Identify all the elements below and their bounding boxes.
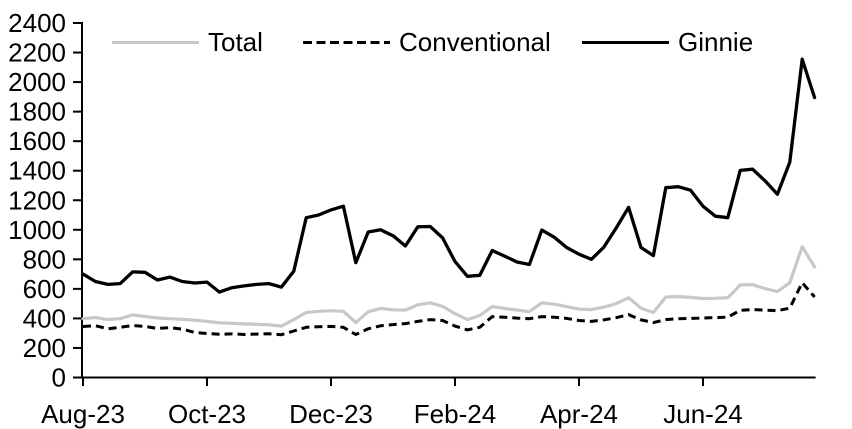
x-tick-label: Feb-24 [414,399,496,429]
y-tick-label: 400 [23,303,66,333]
x-tick-label: Oct-23 [168,399,246,429]
y-tick-label: 2400 [8,8,66,38]
total-line-swatch [112,41,199,44]
y-tick-label: 1000 [8,215,66,245]
y-tick-label: 0 [52,363,66,393]
y-tick-label: 600 [23,274,66,304]
y-tick-label: 1200 [8,185,66,215]
y-tick-label: 200 [23,333,66,363]
x-tick-label: Aug-23 [41,399,125,429]
ginnie-series-line [81,57,817,294]
legend-label-total: Total [208,27,263,57]
legend: Total Conventional Ginnie [0,0,852,58]
legend-label-conventional: Conventional [399,27,551,57]
y-tick-label: 1400 [8,156,66,186]
x-tick-label: Dec-23 [289,399,373,429]
ginnie-line-swatch [582,41,669,44]
y-tick-label: 800 [23,244,66,274]
y-tick-label: 2000 [8,67,66,97]
legend-item-total: Total [112,27,263,58]
legend-label-ginnie: Ginnie [678,27,754,57]
legend-item-conventional: Conventional [303,27,551,58]
conventional-line-swatch [303,41,390,44]
x-tick-label: Apr-24 [540,399,618,429]
y-tick-label: 1600 [8,126,66,156]
total-series-line [81,245,817,328]
x-tick-label: Jun-24 [663,399,743,429]
conventional-series-line [82,281,816,337]
y-tick-label: 2200 [8,38,66,68]
legend-item-ginnie: Ginnie [582,27,753,58]
y-tick-label: 1800 [8,97,66,127]
